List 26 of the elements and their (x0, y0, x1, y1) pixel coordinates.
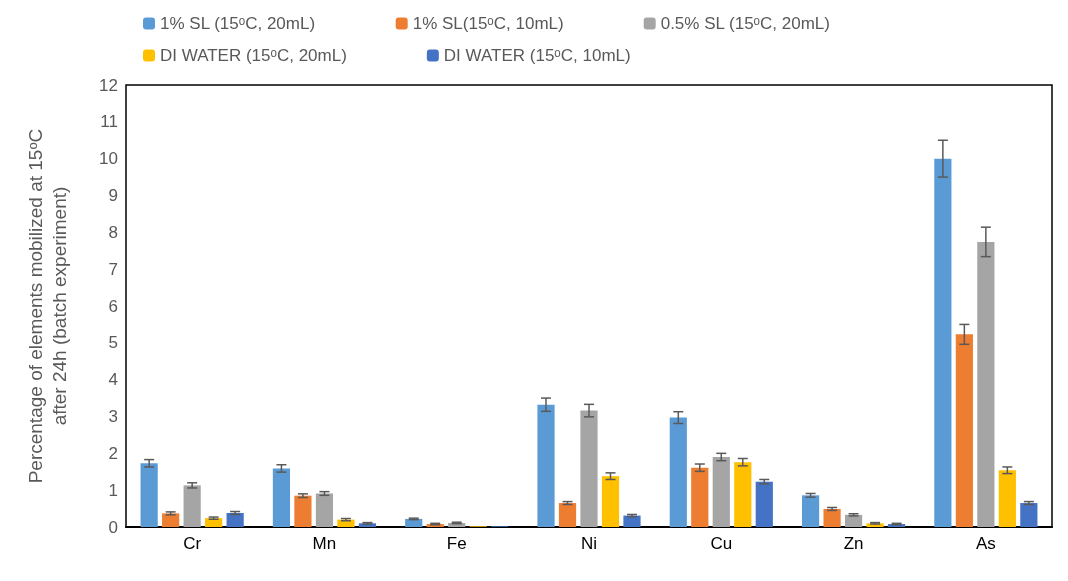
x-tick-label: Cr (183, 534, 202, 553)
y-tick-label: 5 (108, 333, 118, 353)
y-tick-label: 12 (99, 75, 118, 95)
y-tick-label: 4 (108, 370, 118, 390)
y-axis-title: Percentage of elements mobilized at 15ᵒC after 24h (batch experiment) (24, 128, 70, 484)
y-tick-label: 2 (108, 443, 118, 463)
x-tick-label: As (975, 534, 996, 553)
y-tick-label: 10 (99, 149, 118, 169)
x-tick-label: Cu (710, 534, 733, 553)
legend-label: 0.5% SL (15ᵒC, 20mL) (660, 14, 830, 33)
y-tick-label: 9 (108, 186, 118, 205)
legend-label: DI WATER (15ᵒC, 10mL) (443, 46, 631, 65)
legend-label: 1% SL (15ᵒC, 20mL) (160, 14, 316, 33)
legend-label: DI WATER (15ᵒC, 20mL) (160, 46, 347, 65)
x-tick-label: Fe (446, 534, 467, 553)
x-tick-label: Mn (312, 534, 337, 553)
legend-label: 1% SL(15ᵒC, 10mL) (412, 14, 564, 33)
y-tick-label: 1 (108, 480, 118, 500)
y-tick-label: 11 (100, 112, 118, 132)
x-tick-label: Ni (580, 534, 598, 553)
y-tick-label: 6 (108, 296, 118, 316)
x-tick-label: Zn (843, 534, 864, 553)
y-tick-label: 0 (108, 517, 118, 537)
y-tick-label: 7 (108, 259, 118, 279)
y-tick-label: 8 (108, 222, 118, 242)
y-tick-label: 3 (108, 407, 118, 426)
